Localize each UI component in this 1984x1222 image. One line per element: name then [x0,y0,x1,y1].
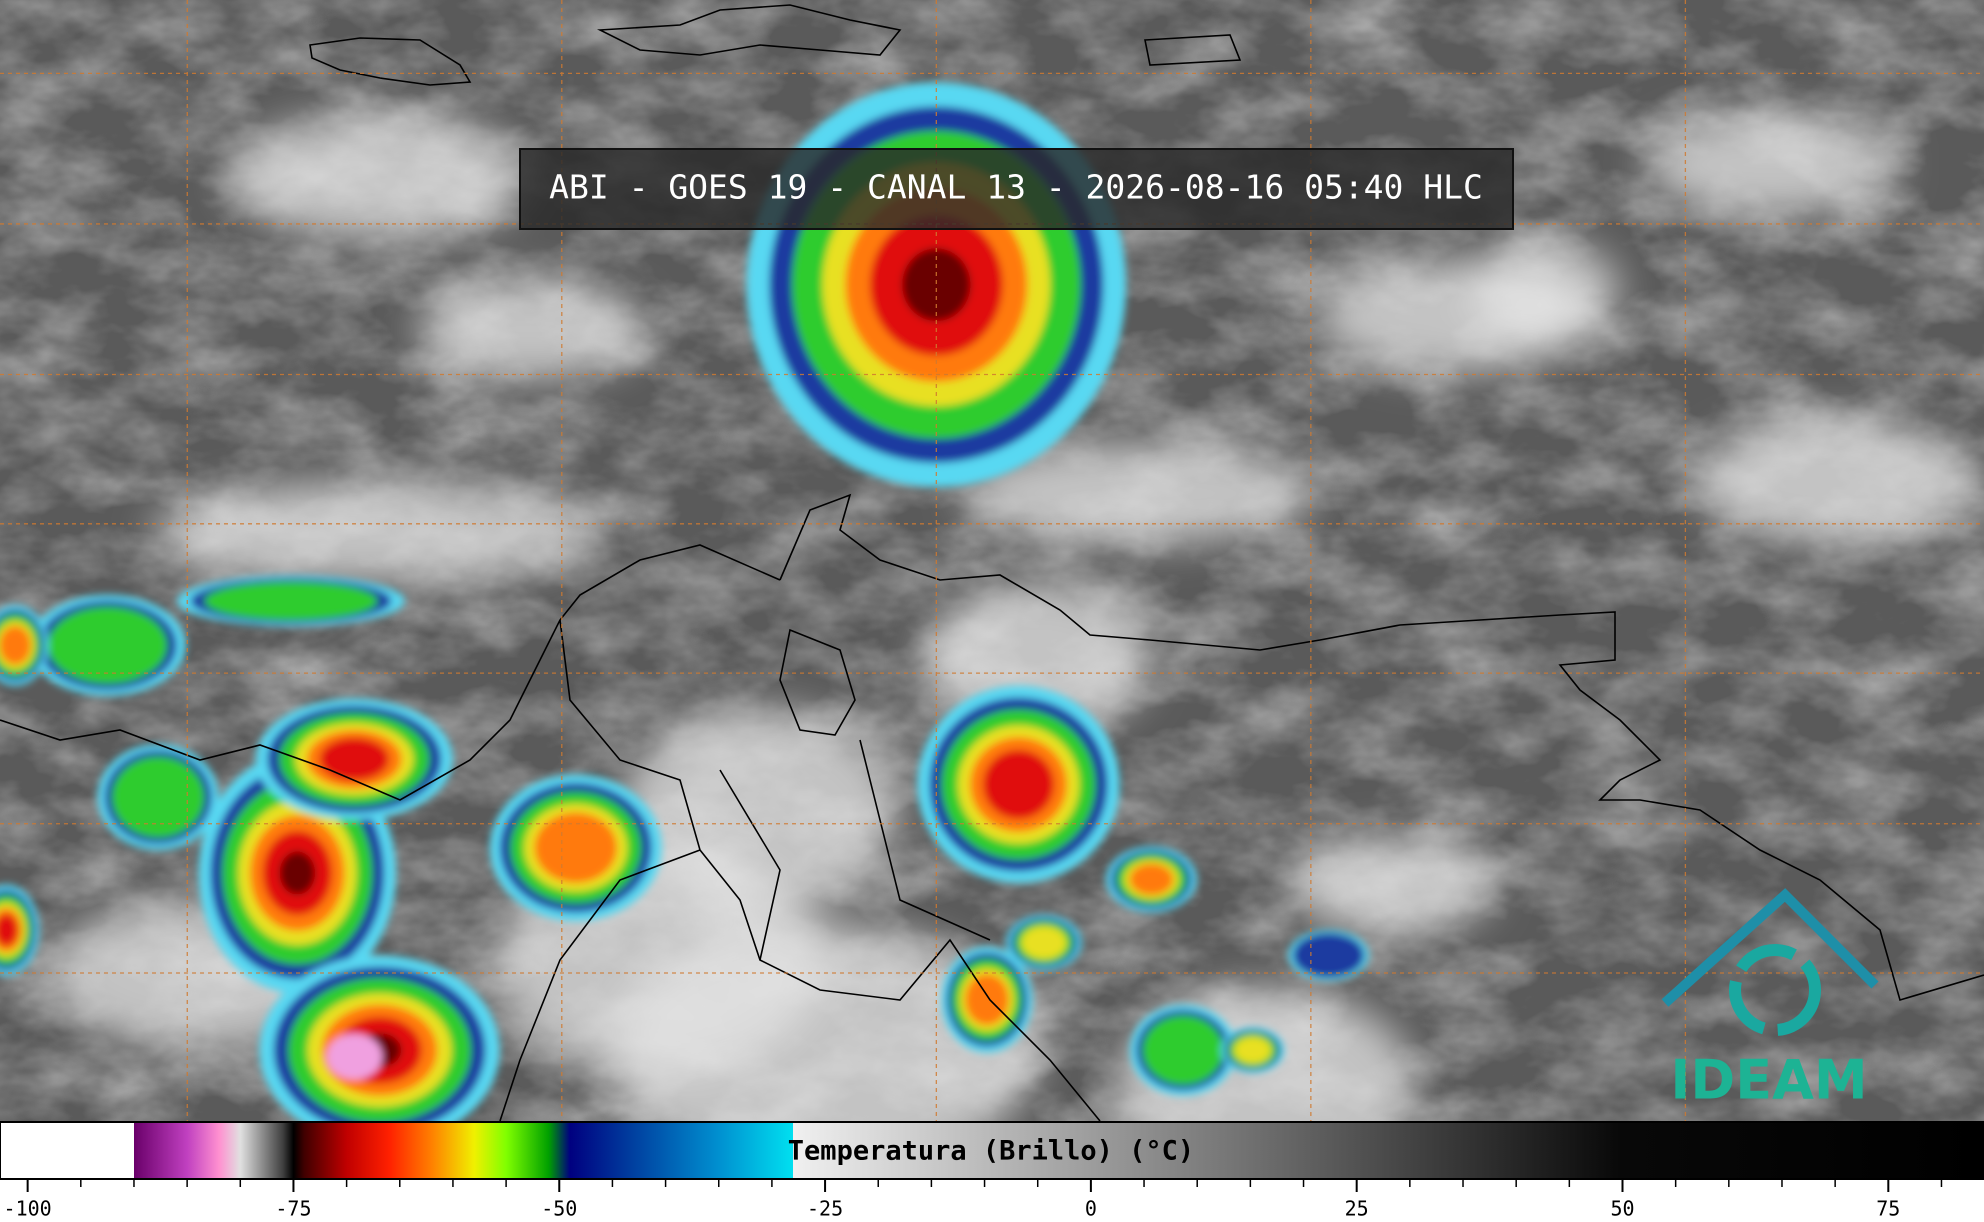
storm-layer [965,974,1009,1026]
tick-label: -25 [807,1197,843,1221]
colorbar: Temperatura (Brillo) (°C) -100 -75 -50 -25 0… [0,1121,1984,1222]
storm-layer [983,749,1054,820]
cloud [1290,835,1494,937]
storm-layer [1021,925,1067,960]
lake [779,628,856,736]
cloud [1644,113,1898,216]
colorbar-ramp [0,1121,1984,1180]
cloud [151,480,608,583]
storm-top [326,1033,383,1080]
cloud [417,278,646,380]
tick-label: 75 [1876,1197,1900,1221]
storm-layer [902,248,971,322]
cloud [1695,417,1974,545]
clouds [50,113,1974,1121]
colorbar-label: Temperatura (Brillo) (°C) [788,1136,1194,1167]
tick-label: 50 [1610,1197,1634,1221]
storm-layer [1233,1036,1272,1064]
logo-swirl [1729,944,1821,1036]
cloud [1467,240,1620,342]
storm-layer [1142,1015,1224,1085]
tick-label: -75 [275,1197,311,1221]
cloud [227,113,532,241]
storms [0,82,1370,1121]
border [499,739,991,1121]
imagery: ABI - GOES 19 - CANAL 13 - 2026-08-16 05… [0,0,1984,1121]
logo: IDEAM [1661,888,1879,1112]
storm-layer [534,812,618,883]
storm-layer [204,581,378,621]
tick-label: 25 [1345,1197,1369,1221]
coastline [1144,34,1242,66]
storm-layer [0,914,18,946]
tick-label: -50 [541,1197,577,1221]
tick-label: -100 [4,1197,52,1221]
storm-layer [279,851,316,895]
tick-label: 0 [1085,1197,1097,1221]
logo-text: IDEAM [1670,1049,1867,1112]
coastlines [0,4,1984,1121]
storm-layer [0,625,31,665]
storm-layer [1292,933,1365,978]
storm-layer [319,737,389,781]
coastline [596,4,902,56]
title: ABI - GOES 19 - CANAL 13 - 2026-08-16 05… [549,168,1483,207]
cloud [961,442,1316,545]
storm-layer [1129,863,1174,896]
storm-layer [47,606,168,684]
title-box [519,148,1514,230]
coastline [0,544,781,801]
logo-roof [1661,888,1879,1007]
storm-layer [112,756,205,838]
coastline [779,493,1984,1001]
coastline [309,37,472,86]
